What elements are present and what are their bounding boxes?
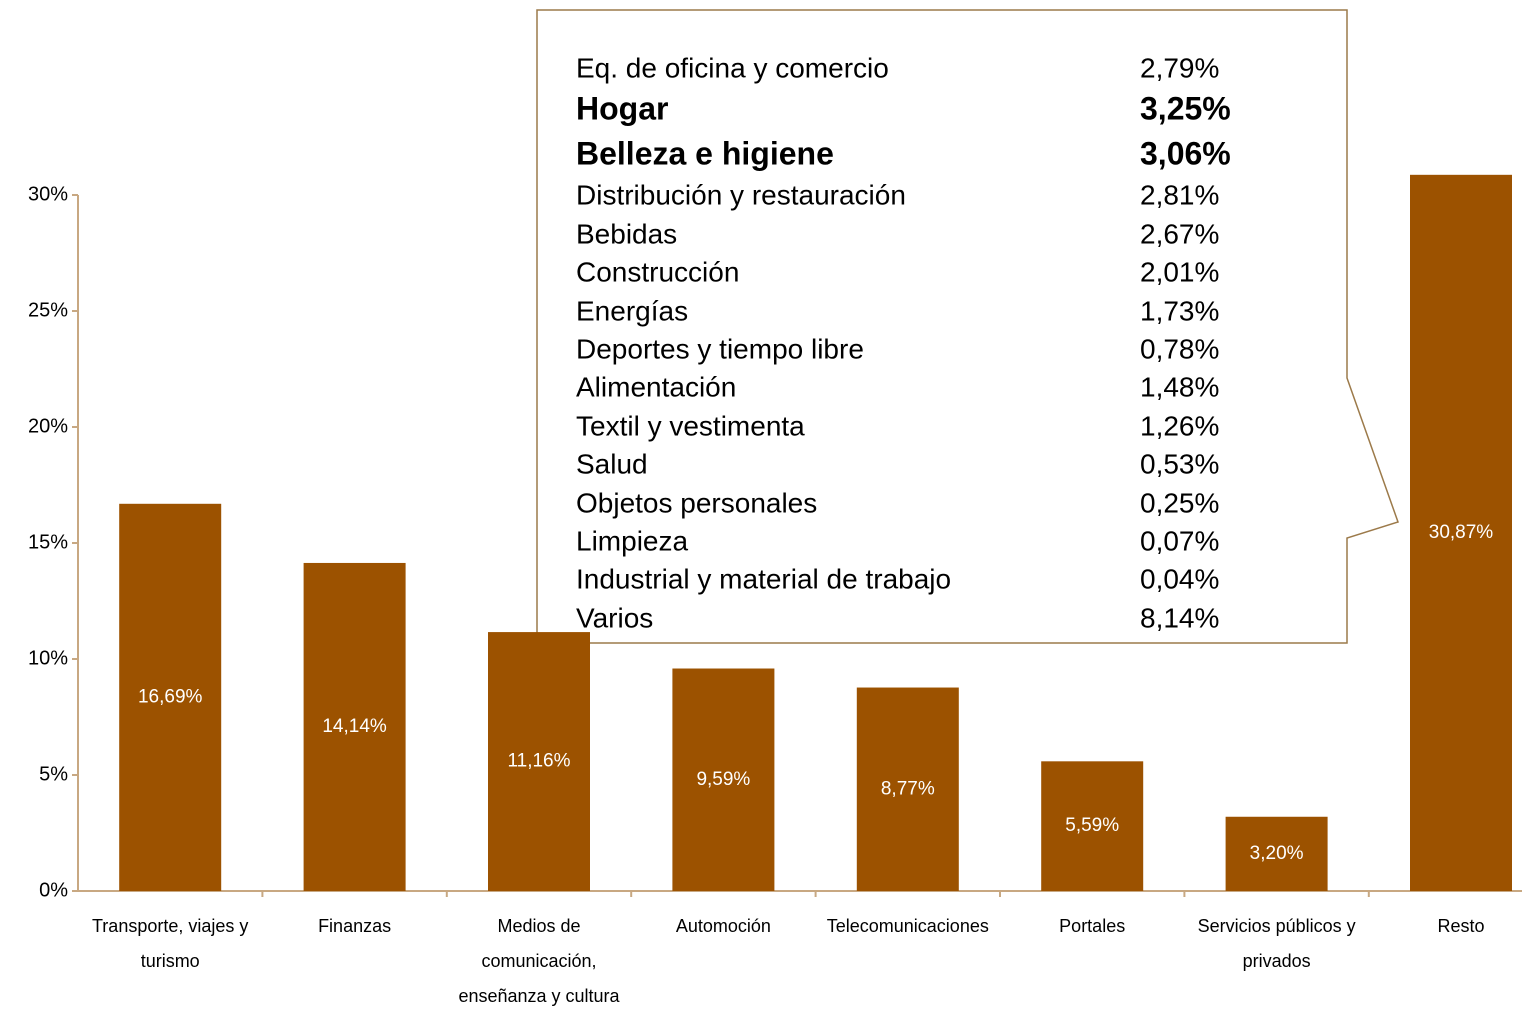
callout-label: Limpieza <box>576 525 688 556</box>
y-tick-label: 25% <box>28 299 68 321</box>
callout-label: Objetos personales <box>576 487 817 518</box>
value-label: 3,20% <box>1250 843 1304 864</box>
callout-label: Eq. de oficina y comercio <box>576 52 889 83</box>
bar <box>672 668 775 891</box>
callout-value: 0,25% <box>1140 487 1219 518</box>
callout-label: Hogar <box>576 90 668 126</box>
callout-value: 0,04% <box>1140 563 1219 594</box>
callout-label: Belleza e higiene <box>576 135 834 171</box>
x-tick-label: Medios de comunicación, enseñanza y cultur… <box>458 916 620 1006</box>
callout-value: 2,01% <box>1140 256 1219 287</box>
callout-label: Distribución y restauración <box>576 179 906 210</box>
callout-value: 0,78% <box>1140 333 1219 364</box>
value-label: 9,59% <box>696 769 750 790</box>
x-tick-label: Telecomunicaciones <box>827 916 989 936</box>
value-label: 30,87% <box>1429 522 1494 543</box>
callout-value: 2,81% <box>1140 179 1219 210</box>
y-tick-label: 5% <box>39 763 68 785</box>
bar <box>856 687 959 891</box>
callout-value: 0,53% <box>1140 448 1219 479</box>
y-tick-label: 30% <box>28 183 68 205</box>
x-tick-label: Servicios públicos y privados <box>1198 916 1356 971</box>
bar <box>1225 816 1328 891</box>
callout-value: 1,48% <box>1140 371 1219 402</box>
value-label: 14,14% <box>322 716 387 737</box>
callout-label: Textil y vestimenta <box>576 410 805 441</box>
callout-value: 1,26% <box>1140 410 1219 441</box>
bar <box>488 632 590 891</box>
callout-value: 2,79% <box>1140 52 1219 83</box>
bar <box>1041 761 1144 891</box>
callout-value: 1,73% <box>1140 295 1219 326</box>
y-tick-label: 15% <box>28 531 68 553</box>
callout-label: Construcción <box>576 256 739 287</box>
value-label: 11,16% <box>507 751 570 772</box>
callout-label: Industrial y material de trabajo <box>576 563 951 594</box>
bar <box>303 562 406 891</box>
x-tick-label: Portales <box>1059 916 1125 936</box>
callout-value: 2,67% <box>1140 218 1219 249</box>
value-label: 16,69% <box>138 686 203 707</box>
callout-label: Varios <box>576 602 653 633</box>
callout-label: Deportes y tiempo libre <box>576 333 864 364</box>
y-tick-label: 10% <box>28 647 68 669</box>
y-tick-label: 0% <box>39 879 68 901</box>
callout-value: 3,25% <box>1140 90 1231 126</box>
callout-label: Energías <box>576 295 688 326</box>
bar <box>119 503 222 891</box>
callout-value: 0,07% <box>1140 525 1219 556</box>
callout-label: Bebidas <box>576 218 677 249</box>
callout-value: 8,14% <box>1140 602 1219 633</box>
callout-box <box>536 9 1399 644</box>
x-tick-label: Transporte, viajes y turismo <box>92 916 248 971</box>
x-tick-label: Automoción <box>676 916 771 936</box>
x-tick-label: Finanzas <box>318 916 391 936</box>
callout-label: Salud <box>576 448 648 479</box>
bar <box>1410 174 1512 892</box>
value-label: 8,77% <box>881 778 935 799</box>
callout-label: Alimentación <box>576 371 736 402</box>
y-tick-label: 20% <box>28 415 68 437</box>
callout-value: 3,06% <box>1140 135 1231 171</box>
x-tick-label: Resto <box>1437 916 1484 936</box>
value-label: 5,59% <box>1065 815 1119 836</box>
